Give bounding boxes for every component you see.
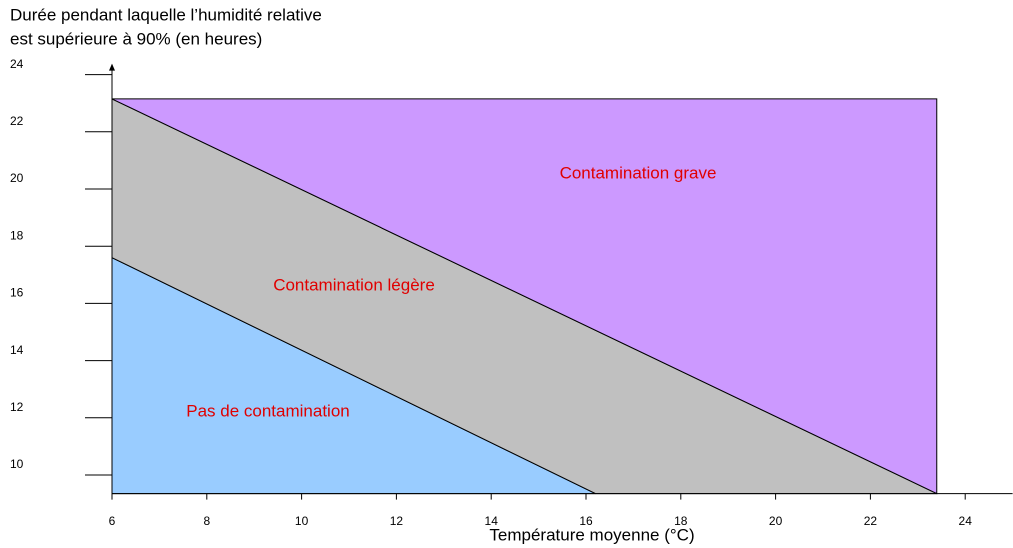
region-label: Contamination légère (273, 275, 435, 294)
x-tick-label: 8 (203, 514, 210, 528)
y-tick-label: 18 (10, 228, 24, 242)
x-tick-label: 12 (390, 514, 404, 528)
y-tick-label: 12 (10, 400, 24, 414)
region-label: Pas de contamination (186, 401, 350, 420)
x-tick-label: 10 (295, 514, 309, 528)
y-tick-label: 16 (10, 286, 24, 300)
x-tick-label: 18 (674, 514, 688, 528)
y-axis-title: Durée pendant laquelle l’humidité relati… (10, 5, 322, 24)
y-tick-label: 14 (10, 343, 24, 357)
y-tick-label: 24 (10, 57, 24, 71)
x-axis-title: Température moyenne (°C) (489, 525, 694, 544)
y-axis-arrow (109, 63, 115, 71)
region-label: Contamination grave (560, 163, 717, 182)
x-tick-label: 22 (864, 514, 878, 528)
y-tick-label: 10 (10, 457, 24, 471)
y-tick-label: 20 (10, 171, 24, 185)
region (111, 98, 938, 495)
y-axis-title: est supérieure à 90% (en heures) (10, 29, 262, 48)
x-tick-label: 14 (485, 514, 499, 528)
x-tick-label: 16 (579, 514, 593, 528)
x-tick-label: 20 (769, 514, 783, 528)
x-tick-label: 24 (959, 514, 973, 528)
x-tick-label: 6 (109, 514, 116, 528)
y-tick-label: 22 (10, 114, 24, 128)
